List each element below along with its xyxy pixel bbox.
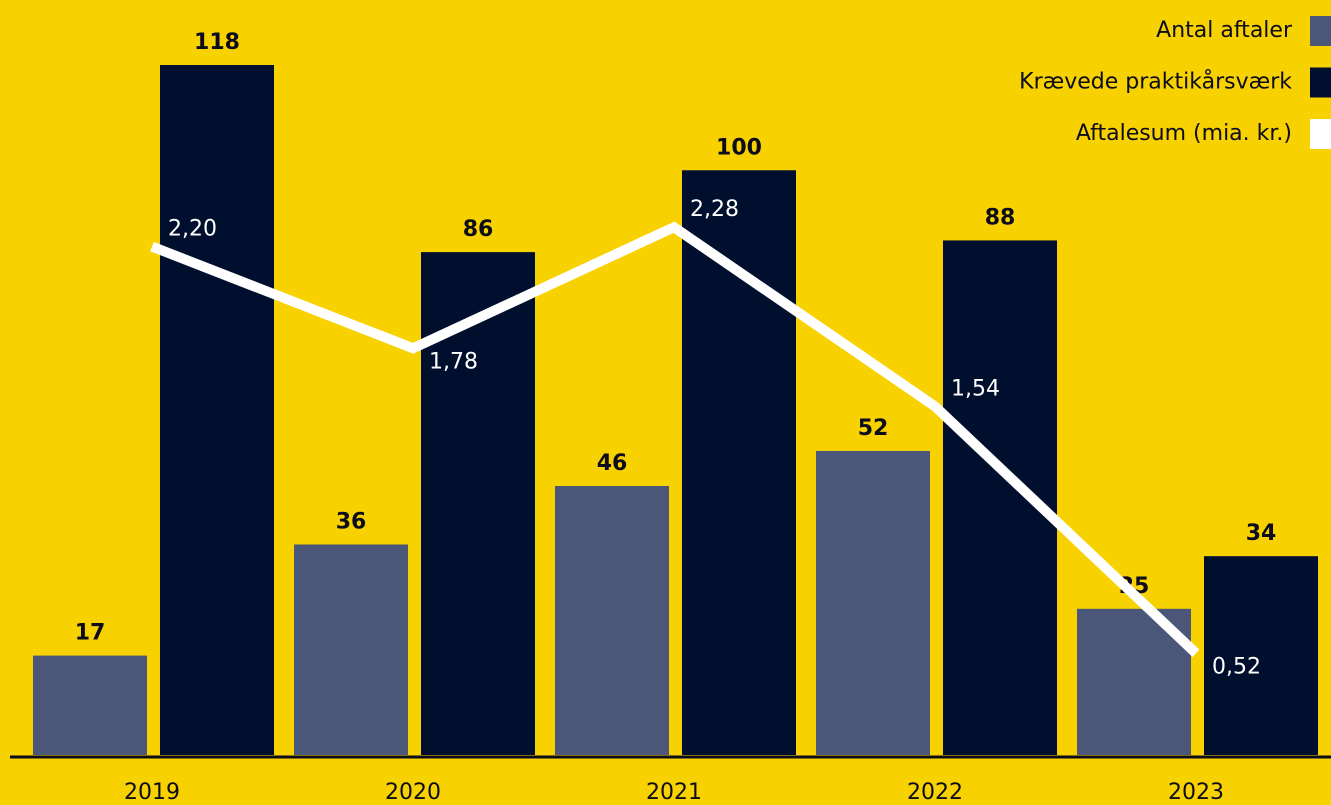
- legend-swatch: [1310, 67, 1331, 98]
- legend-swatch: [1310, 119, 1331, 149]
- bar: [160, 65, 274, 755]
- line-label: 2,20: [168, 217, 217, 242]
- line-label: 1,78: [429, 349, 478, 374]
- line: [150, 221, 1200, 657]
- x-tick-label: 2019: [124, 780, 180, 805]
- bar: [555, 486, 669, 755]
- x-tick-label: 2022: [907, 780, 963, 805]
- legend-label: Aftalesum (mia. kr.): [1076, 121, 1292, 146]
- bar: [682, 170, 796, 755]
- value-label: 34: [1246, 521, 1277, 546]
- line-label: 1,54: [951, 376, 1000, 401]
- bar: [421, 252, 535, 755]
- value-label: 46: [597, 451, 628, 476]
- bar: [943, 240, 1057, 756]
- x-tick-label: 2020: [385, 780, 441, 805]
- bar: [294, 544, 408, 755]
- value-label: 118: [194, 30, 240, 55]
- value-label: 88: [985, 205, 1016, 230]
- x-tick-label: 2023: [1168, 780, 1224, 805]
- value-label: 52: [858, 416, 889, 441]
- legend-label: Antal aftaler: [1156, 18, 1293, 43]
- value-label: 17: [75, 621, 106, 646]
- legend-label: Krævede praktikårsværk: [1019, 69, 1292, 95]
- value-label: 100: [716, 135, 762, 160]
- bar: [1204, 556, 1318, 755]
- value-label: 36: [336, 509, 367, 534]
- value-label: 86: [463, 217, 494, 242]
- bar: [816, 450, 930, 755]
- legend-swatch: [1310, 16, 1331, 46]
- line-label: 0,52: [1212, 654, 1261, 679]
- line-label: 2,28: [690, 197, 739, 222]
- bar: [33, 655, 147, 755]
- x-tick-label: 2021: [646, 780, 702, 805]
